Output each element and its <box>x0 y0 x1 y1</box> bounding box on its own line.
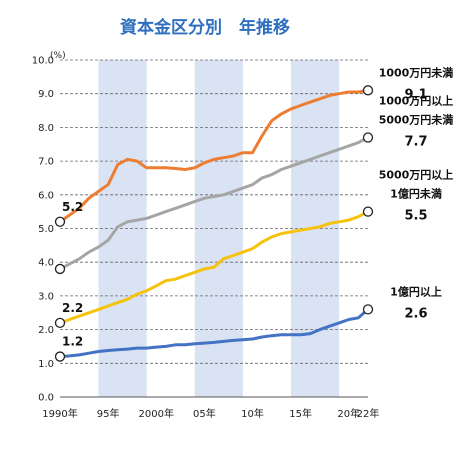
series-line-0 <box>58 88 370 224</box>
series-line-1 <box>58 136 370 271</box>
y-tick-label: 4.0 <box>38 258 54 269</box>
y-tick-label: 10.0 <box>32 56 54 67</box>
series-markers <box>54 85 374 362</box>
y-tick-label: 0.0 <box>38 393 54 404</box>
x-tick-label: 2000年 <box>139 407 174 420</box>
end-marker-1 <box>362 132 374 143</box>
end-value-label-3: 2.6 <box>404 306 427 321</box>
x-tick-label: 1990年 <box>42 407 77 420</box>
end-marker-3 <box>362 304 374 315</box>
series-line-3 <box>58 307 370 359</box>
x-tick-label: 95年 <box>97 407 120 420</box>
start-value-label-0: 5.2 <box>62 200 83 214</box>
series-labels: 5.2 9.1 1000万円未満 7.7 1000万円以上 5000万円未満 2.2 5.5 5… <box>62 65 453 348</box>
y-axis-unit: (%) <box>50 51 66 61</box>
x-tick-label: 10年 <box>241 407 264 420</box>
end-value-label-0: 9.1 <box>404 87 427 102</box>
start-value-label-3: 1.2 <box>62 335 83 349</box>
series-name-1: 5000万円未満 <box>379 113 454 127</box>
end-value-label-1: 7.7 <box>404 135 427 150</box>
start-marker-3 <box>54 351 66 362</box>
y-tick-label: 8.0 <box>38 123 54 134</box>
end-marker-0 <box>362 85 374 96</box>
y-tick-label: 2.0 <box>38 325 54 336</box>
chart-title: 資本金区分別 年推移 <box>120 17 290 38</box>
end-value-label-2: 5.5 <box>404 209 427 224</box>
y-tick-label: 3.0 <box>38 291 54 302</box>
y-tick-label: 5.0 <box>38 224 54 235</box>
series-name-1: 1000万円以上 <box>379 94 454 108</box>
end-marker-2 <box>362 206 374 217</box>
y-tick-label: 7.0 <box>38 157 54 168</box>
y-tick-label: 9.0 <box>38 89 54 100</box>
start-value-label-2: 2.2 <box>62 301 83 315</box>
series-line-2 <box>58 210 370 325</box>
series-name-2: 1億円未満 <box>390 187 442 201</box>
y-tick-label: 6.0 <box>38 190 54 201</box>
x-tick-label: 22年 <box>357 407 380 420</box>
start-marker-2 <box>54 317 66 329</box>
y-axis-ticks: 0.0 1.0 2.0 3.0 4.0 5.0 6.0 7.0 8.0 9.0 10.0 <box>32 56 54 404</box>
series-name-0: 1000万円未満 <box>379 65 454 79</box>
start-marker-1 <box>54 263 66 275</box>
x-tick-label: 15年 <box>289 407 312 420</box>
start-marker-0 <box>54 216 66 227</box>
x-tick-label: 05年 <box>193 407 216 420</box>
series-lines <box>58 88 370 359</box>
x-tick-label: 20年 <box>337 407 360 420</box>
y-tick-label: 1.0 <box>38 359 54 370</box>
series-name-2: 5000万円以上 <box>379 168 454 182</box>
series-name-3: 1億円以上 <box>390 284 442 298</box>
